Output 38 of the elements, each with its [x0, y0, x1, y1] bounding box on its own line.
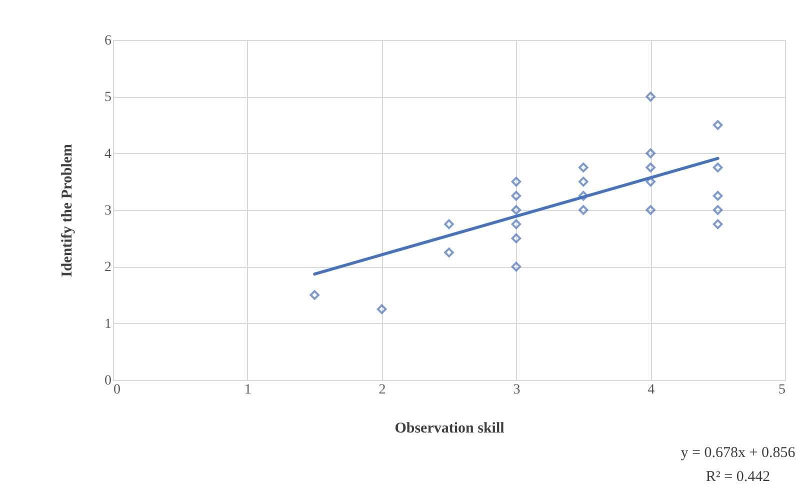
- point: [511, 262, 522, 272]
- point: [511, 233, 522, 244]
- point: [444, 248, 454, 258]
- y-tick-label: 6: [104, 34, 112, 48]
- point: [646, 162, 656, 172]
- point: [712, 205, 723, 215]
- point: [511, 176, 522, 187]
- x-tick-label: 4: [648, 382, 655, 398]
- x-tick-label: 5: [778, 382, 786, 398]
- point: [646, 148, 656, 158]
- point: [444, 219, 454, 230]
- x-tick-label: 2: [378, 382, 386, 398]
- point: [646, 205, 656, 215]
- text: R² = 0.442: [706, 469, 770, 485]
- y-axis-title: Identify the Problem: [60, 143, 76, 278]
- point: [712, 120, 723, 130]
- point: [511, 190, 522, 201]
- x-axis-title: Observation skill: [394, 420, 504, 436]
- point: [712, 162, 723, 172]
- point: [578, 162, 588, 172]
- point: [376, 304, 387, 314]
- y-tick-label: 3: [104, 204, 112, 218]
- point: [310, 290, 320, 300]
- point: [712, 190, 723, 201]
- point: [712, 219, 723, 230]
- y-tick-label: 4: [104, 146, 112, 162]
- point: [511, 205, 522, 215]
- point: [511, 219, 522, 230]
- x-tick-label: 3: [513, 382, 520, 398]
- y-tick-label: 1: [104, 316, 112, 332]
- point: [578, 176, 588, 187]
- point: [578, 205, 588, 215]
- y-tick-label: 5: [104, 90, 112, 106]
- y-tick-label: 2: [104, 260, 112, 276]
- point: [578, 190, 588, 201]
- point: [646, 92, 656, 102]
- x-tick-label: 1: [244, 382, 252, 398]
- text: y = 0.678x + 0.856: [680, 445, 796, 461]
